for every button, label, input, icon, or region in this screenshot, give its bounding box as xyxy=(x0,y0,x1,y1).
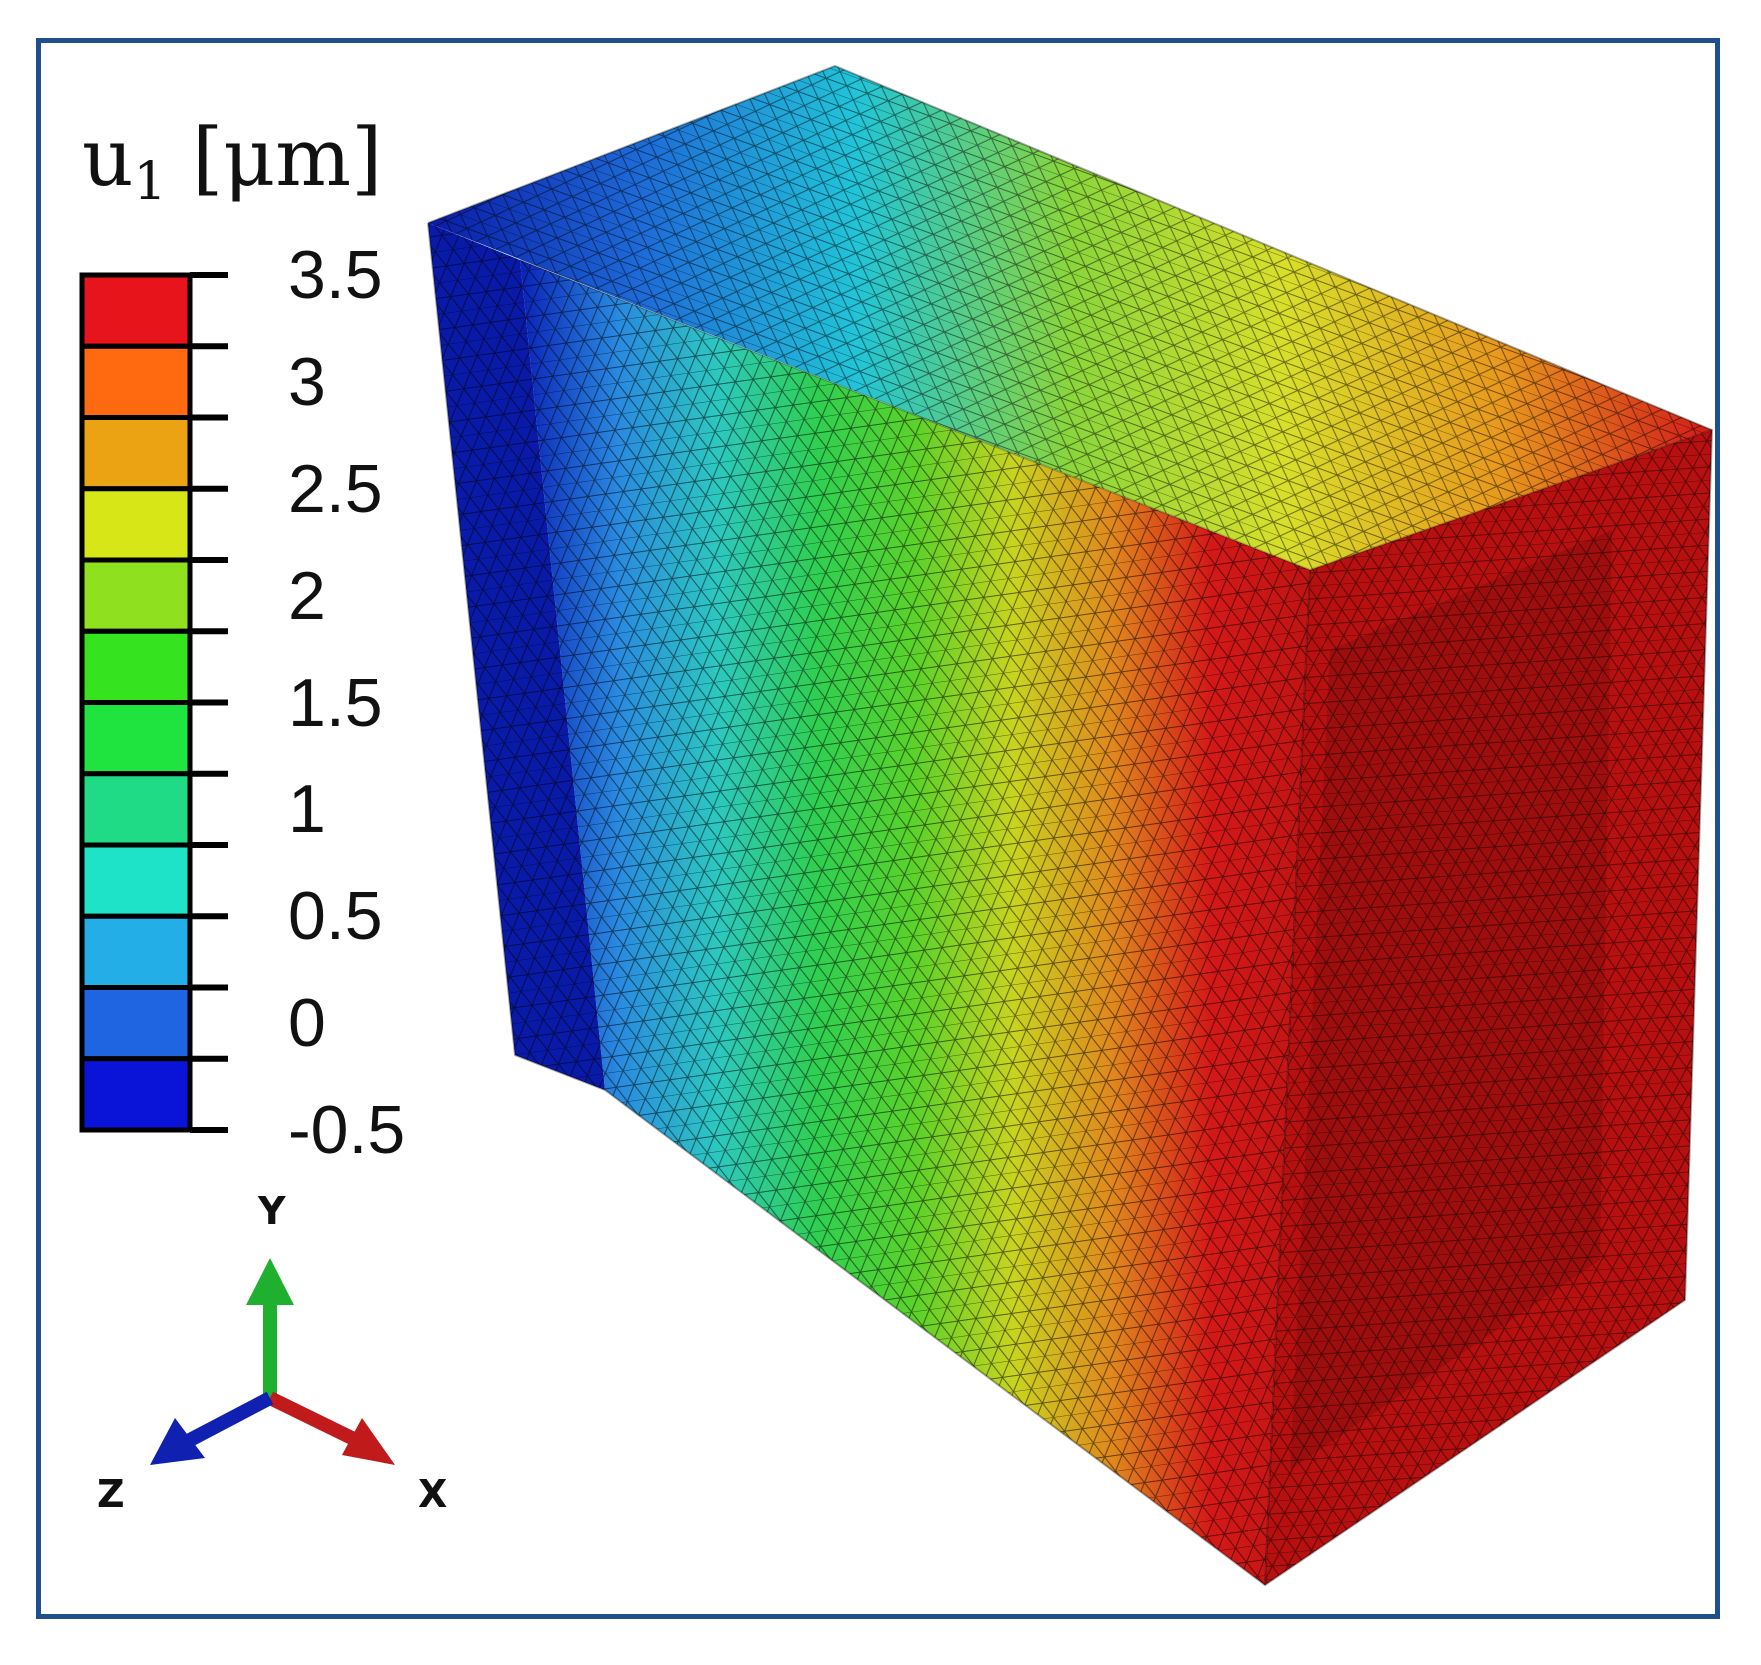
triad-x-shaft xyxy=(266,1391,364,1449)
model-front-face-mesh xyxy=(520,260,1310,1585)
legend-band xyxy=(79,913,193,990)
triad-y-arrow xyxy=(246,1258,294,1305)
triad-z-shaft xyxy=(186,1391,274,1447)
legend-band xyxy=(79,1056,193,1133)
legend-tick-label: 1 xyxy=(288,771,326,848)
legend-title: u1 [μm] xyxy=(82,118,382,209)
legend-color-bar xyxy=(79,272,193,1133)
model-front-edge xyxy=(519,259,1713,572)
legend-band xyxy=(79,771,193,848)
triad-x-arrow xyxy=(342,1418,395,1465)
model-top-face-mesh xyxy=(428,66,1712,570)
legend-band xyxy=(79,700,193,777)
legend-subscript: 1 xyxy=(133,152,167,212)
legend-unit: [μm] xyxy=(192,111,383,204)
model-vertical-edge xyxy=(1264,569,1311,1586)
legend-tick-label: 1.5 xyxy=(288,664,383,741)
legend-band xyxy=(79,842,193,919)
triad-x-label: X xyxy=(418,1472,448,1516)
legend-variable: u xyxy=(82,111,134,204)
legend-tick-label: 0 xyxy=(288,985,326,1062)
triad-y-label: Y xyxy=(258,1189,286,1233)
legend-band xyxy=(79,272,193,349)
model-right-face-mesh xyxy=(1265,430,1712,1585)
legend-tick-label: 2 xyxy=(288,557,326,634)
legend-band xyxy=(79,415,193,492)
axis-triad xyxy=(150,1258,395,1465)
triad-z-label: Z xyxy=(97,1472,125,1516)
legend-band xyxy=(79,628,193,705)
triad-z-arrow xyxy=(150,1418,205,1465)
legend-tick-label: 0.5 xyxy=(288,878,383,955)
legend-tick-label: 3 xyxy=(288,343,326,420)
legend-tick-label: 3.5 xyxy=(288,237,383,313)
model-left-face-mesh xyxy=(428,223,605,1090)
legend-ticks xyxy=(190,272,228,1133)
legend-band xyxy=(79,557,193,634)
legend-tick-label: 2.5 xyxy=(288,450,383,527)
legend-band xyxy=(79,343,193,420)
legend-tick-label: -0.5 xyxy=(288,1092,406,1168)
model-edges xyxy=(427,64,1714,1587)
legend-band xyxy=(79,486,193,563)
legend-band xyxy=(79,985,193,1062)
